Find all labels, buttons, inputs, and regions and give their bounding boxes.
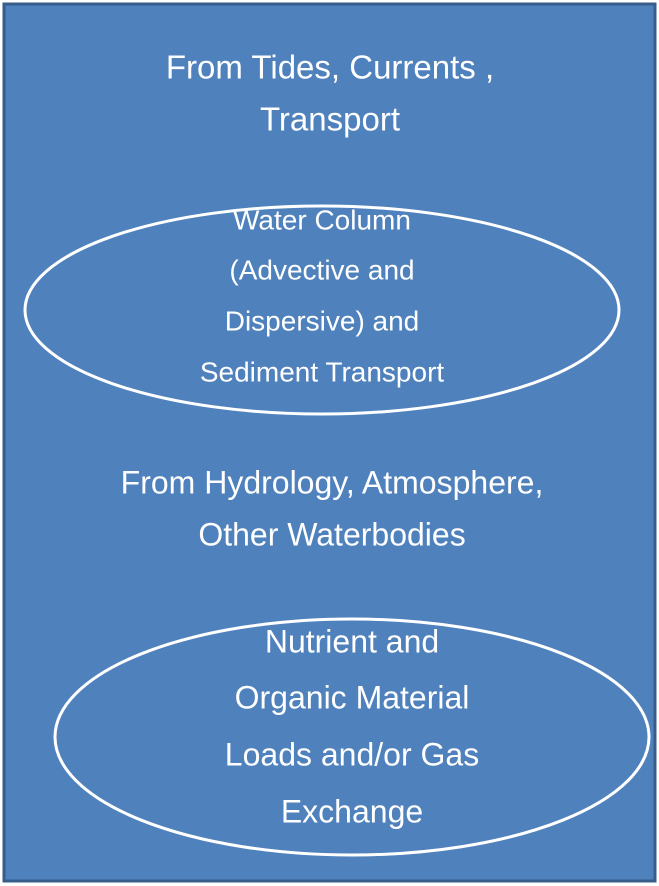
ellipse-transport [23,204,621,416]
ellipse-line: Exchange [281,793,423,829]
ellipse-line: Dispersive) and [225,305,420,336]
ellipse-line: (Advective and [229,254,414,285]
ellipse-line: Nutrient and [265,623,439,659]
ellipse-line: Water Column [233,204,411,235]
ellipse-line: Loads and/or Gas [225,736,479,772]
ellipse-line: Sediment Transport [200,356,445,387]
heading-line: Other Waterbodies [198,516,465,552]
ellipse-line: Organic Material [235,679,470,715]
heading-line: Transport [260,101,400,138]
heading-line: From Hydrology, Atmosphere, [121,464,544,500]
ellipse-loads [53,617,651,857]
heading-line: From Tides, Currents , [166,49,494,86]
